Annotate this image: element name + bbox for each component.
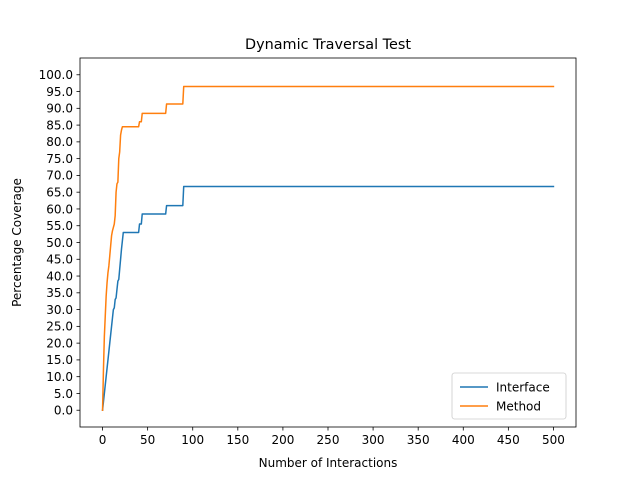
y-tick-label: 10.0 — [46, 370, 73, 384]
x-tick-label: 300 — [362, 433, 385, 447]
chart-title: Dynamic Traversal Test — [245, 37, 411, 53]
series-line-interface — [101, 185, 555, 412]
y-tick-label: 15.0 — [46, 353, 73, 367]
y-tick-label: 95.0 — [46, 85, 73, 99]
y-tick-label: 90.0 — [46, 102, 73, 116]
y-tick-label: 40.0 — [46, 269, 73, 283]
y-tick-label: 30.0 — [46, 303, 73, 317]
y-tick-label: 20.0 — [46, 336, 73, 350]
y-tick-label: 45.0 — [46, 253, 73, 267]
legend-label-interface: Interface — [496, 380, 550, 394]
series-layer — [101, 85, 555, 412]
x-tick-label: 250 — [317, 433, 340, 447]
series-line-method — [101, 85, 555, 411]
x-tick-label: 50 — [140, 433, 155, 447]
x-axis: 0 50 100 150 200 250 300 350 400 450 500 — [99, 427, 565, 447]
y-tick-label: 75.0 — [46, 152, 73, 166]
y-tick-label: 85.0 — [46, 118, 73, 132]
legend-box — [451, 372, 567, 420]
x-tick-label: 0 — [99, 433, 107, 447]
y-tick-label: 80.0 — [46, 135, 73, 149]
x-tick-label: 350 — [407, 433, 430, 447]
x-tick-label: 400 — [452, 433, 475, 447]
y-axis-title: Percentage Coverage — [10, 178, 24, 307]
x-tick-label: 150 — [226, 433, 249, 447]
legend-label-method: Method — [496, 399, 541, 413]
x-tick-label: 450 — [497, 433, 520, 447]
y-tick-label: 60.0 — [46, 202, 73, 216]
y-tick-label: 55.0 — [46, 219, 73, 233]
x-tick-label: 200 — [271, 433, 294, 447]
y-tick-label: 70.0 — [46, 169, 73, 183]
x-tick-label: 100 — [181, 433, 204, 447]
y-tick-label: 0.0 — [54, 404, 73, 418]
legend: Interface Method — [451, 372, 567, 420]
x-tick-label: 500 — [542, 433, 565, 447]
y-tick-label: 100.0 — [39, 68, 73, 82]
y-tick-label: 35.0 — [46, 286, 73, 300]
y-tick-label: 65.0 — [46, 185, 73, 199]
y-axis: 0.0 5.0 10.0 15.0 20.0 25.0 30.0 35.0 40.0 45.0 50… — [39, 68, 80, 418]
y-tick-label: 50.0 — [46, 236, 73, 250]
y-tick-label: 5.0 — [54, 387, 73, 401]
y-tick-label: 25.0 — [46, 320, 73, 334]
x-axis-title: Number of Interactions — [259, 456, 398, 470]
